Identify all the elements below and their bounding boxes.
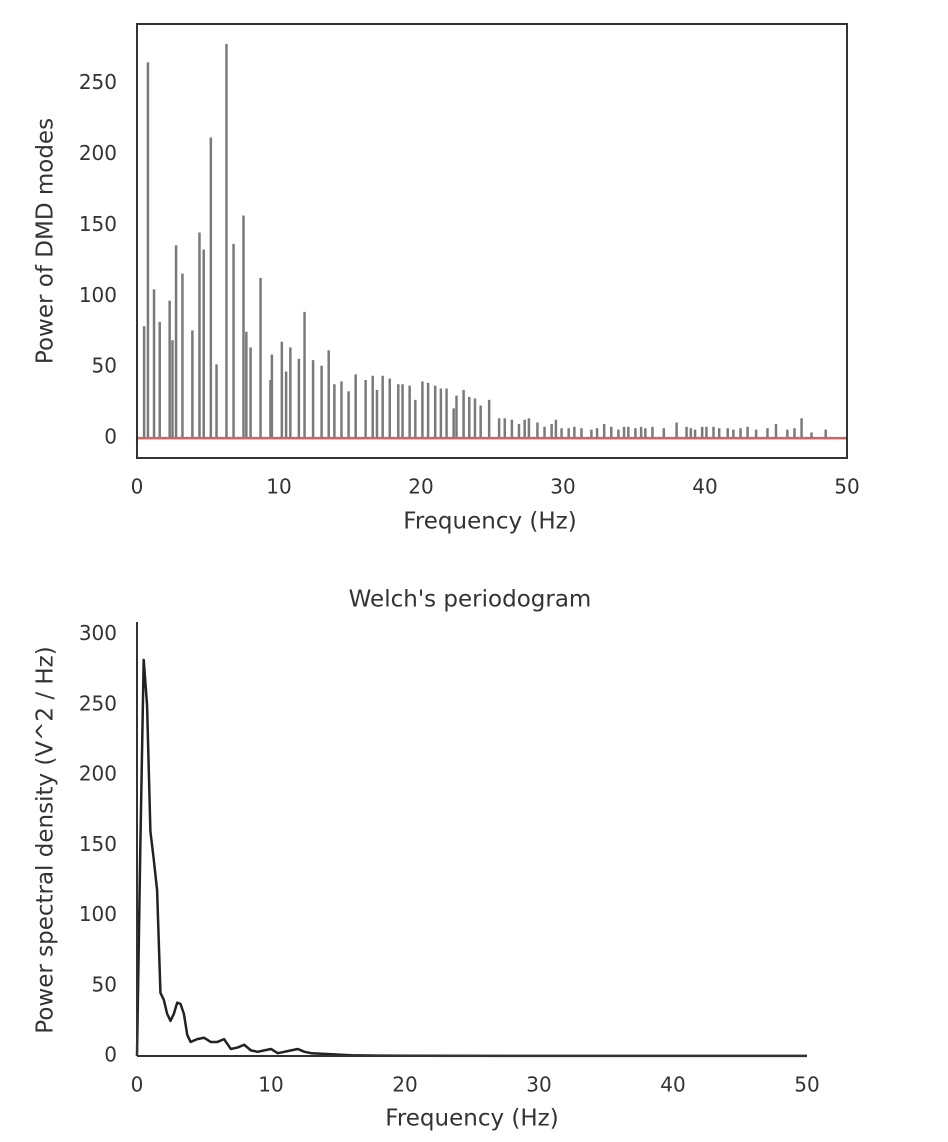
x-tick-label: 40 (692, 475, 717, 499)
y-axis-label: Power spectral density (V^2 / Hz) (33, 646, 59, 1033)
y-tick-label: 0 (104, 1043, 117, 1067)
y-tick-label: 300 (79, 621, 117, 645)
y-tick-label: 150 (79, 832, 117, 856)
chart-title: Welch's periodogram (349, 587, 592, 613)
y-tick-label: 0 (104, 425, 117, 449)
y-tick-label: 50 (92, 354, 117, 378)
y-tick-label: 250 (79, 691, 117, 715)
x-tick-label: 0 (131, 475, 144, 499)
line (135, 658, 808, 1058)
x-tick-label: 30 (526, 1073, 551, 1097)
x-tick-label: 30 (550, 475, 575, 499)
x-tick-label: 20 (392, 1073, 417, 1097)
x-axis-label: Frequency (Hz) (385, 1106, 558, 1132)
y-tick-label: 150 (79, 212, 117, 236)
x-tick-label: 10 (258, 1073, 283, 1097)
plot-frame (136, 23, 848, 459)
y-tick-label: 200 (79, 141, 117, 165)
x-tick-label: 50 (794, 1073, 819, 1097)
x-tick-label: 0 (131, 1073, 144, 1097)
x-tick-label: 10 (266, 475, 291, 499)
x-tick-label: 40 (660, 1073, 685, 1097)
x-tick-label: 20 (408, 475, 433, 499)
x-tick-label: 50 (834, 475, 859, 499)
y-tick-label: 50 (92, 972, 117, 996)
y-axis-label: Power of DMD modes (33, 118, 59, 364)
y-tick-label: 100 (79, 902, 117, 926)
x-axis-label: Frequency (Hz) (403, 509, 576, 535)
y-tick-label: 200 (79, 762, 117, 786)
y-tick-label: 100 (79, 283, 117, 307)
y-tick-label: 250 (79, 70, 117, 94)
